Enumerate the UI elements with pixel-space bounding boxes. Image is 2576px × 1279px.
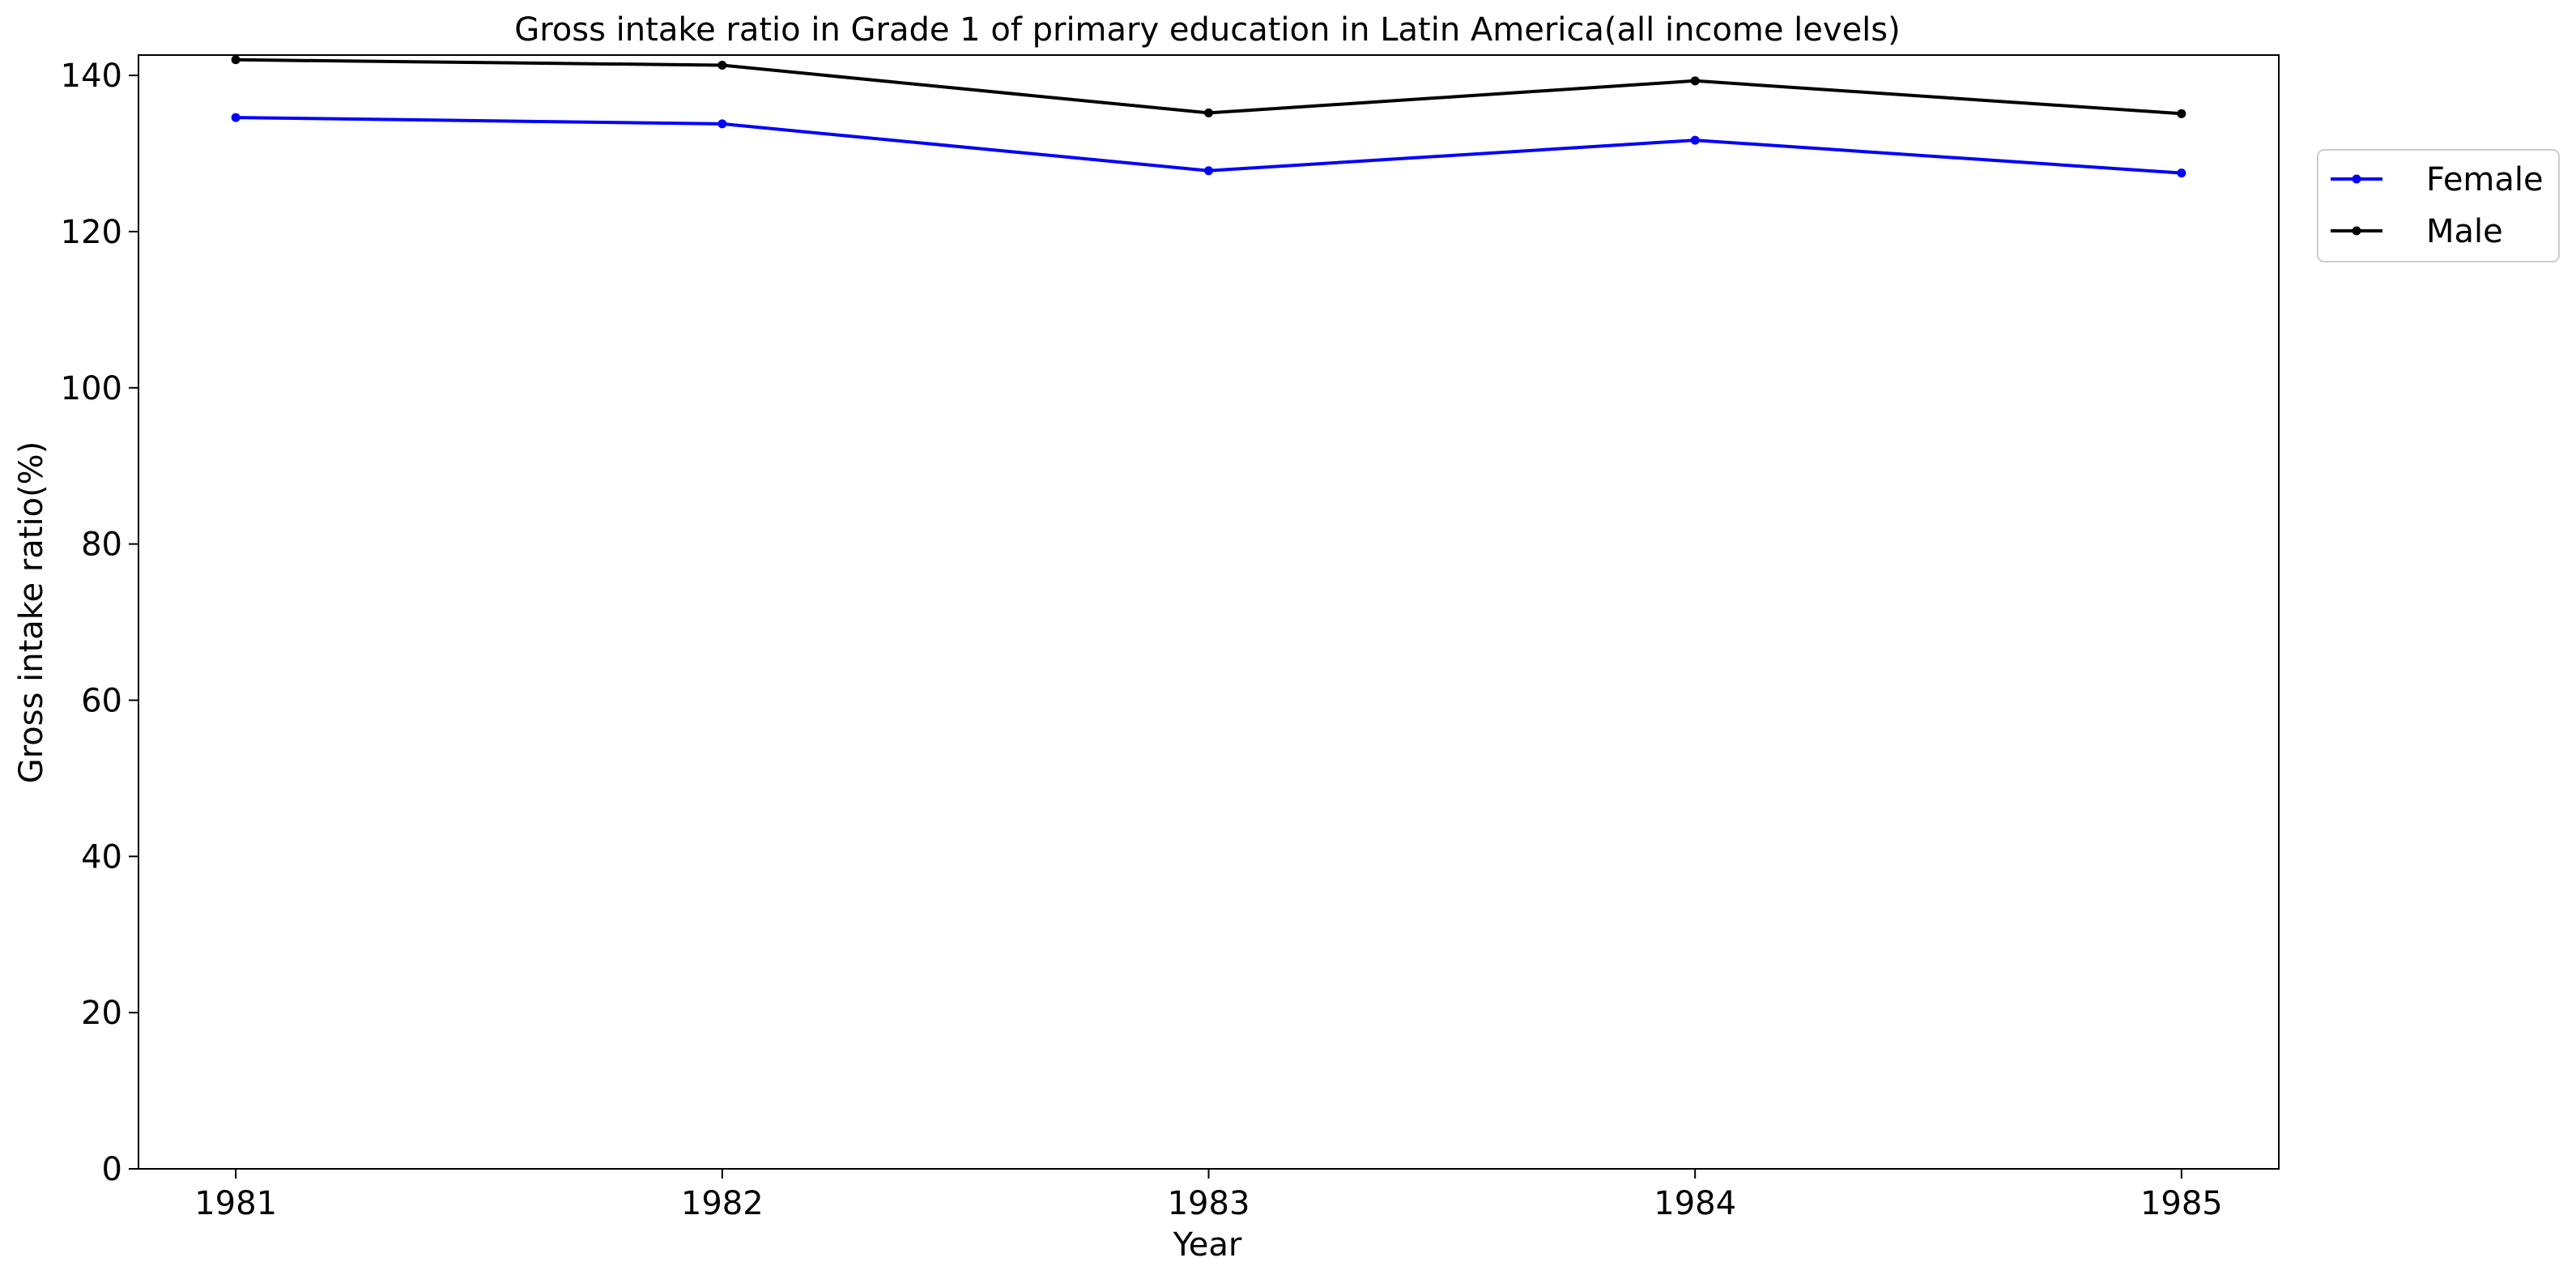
- series-layer: [231, 55, 2186, 178]
- data-point-female: [231, 113, 241, 122]
- x-tick-label: 1985: [2140, 1185, 2223, 1222]
- data-point-male: [1204, 108, 1213, 117]
- legend: Female Male: [2317, 149, 2560, 262]
- data-point-male: [2177, 109, 2186, 118]
- y-tick-label: 140: [61, 58, 122, 95]
- y-axis-label: Gross intake ratio(%): [13, 441, 50, 784]
- x-axis: 1981 1982 1983 1984 1985: [194, 1169, 2223, 1222]
- data-point-male: [1690, 76, 1700, 86]
- x-tick-label: 1982: [681, 1185, 764, 1222]
- legend-marker-female: [2352, 174, 2361, 184]
- data-point-female: [2177, 168, 2186, 178]
- y-tick-label: 0: [102, 1151, 122, 1188]
- data-point-female: [1204, 166, 1213, 176]
- y-tick-label: 60: [81, 682, 122, 719]
- y-tick-label: 40: [81, 838, 122, 876]
- y-axis: 0 20 40 60 80 100 120 140: [61, 58, 138, 1188]
- data-point-female: [1690, 135, 1700, 145]
- y-tick-label: 80: [81, 527, 122, 564]
- x-axis-label: Year: [1173, 1226, 1242, 1264]
- y-tick-label: 100: [61, 370, 122, 407]
- x-tick-label: 1983: [1168, 1185, 1250, 1222]
- data-point-male: [231, 55, 241, 65]
- y-tick-label: 120: [61, 214, 122, 251]
- legend-label-female: Female: [2426, 161, 2544, 198]
- chart-title: Gross intake ratio in Grade 1 of primary…: [514, 11, 1901, 49]
- legend-marker-male: [2352, 226, 2361, 236]
- y-tick-label: 20: [81, 995, 122, 1032]
- data-point-male: [717, 61, 727, 70]
- data-point-female: [717, 119, 727, 129]
- legend-label-male: Male: [2426, 213, 2503, 250]
- x-tick-label: 1981: [194, 1185, 277, 1222]
- x-tick-label: 1984: [1654, 1185, 1736, 1222]
